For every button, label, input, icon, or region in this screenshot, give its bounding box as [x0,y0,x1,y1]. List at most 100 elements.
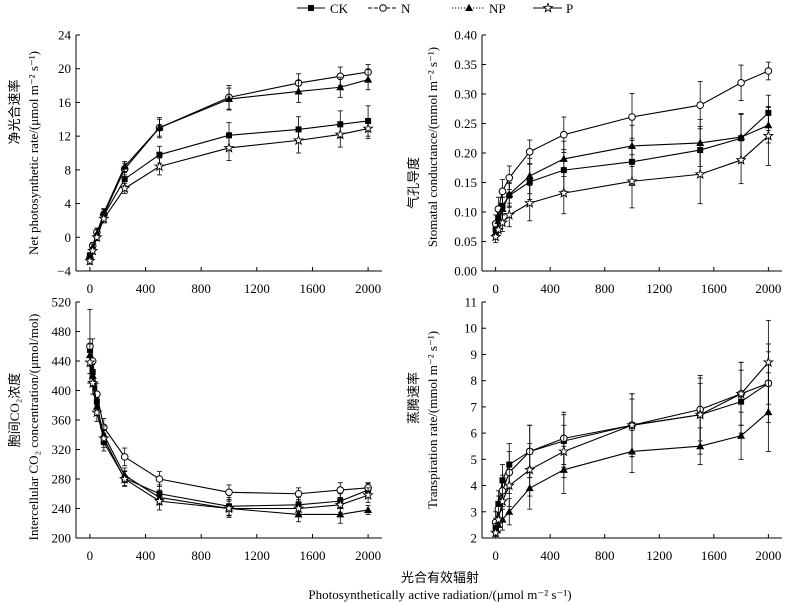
data-point-p [762,356,774,368]
y-tick-label: 9 [471,347,478,362]
x-tick-label: 0 [492,281,499,296]
data-point-np [225,94,233,103]
data-point-p [98,432,110,444]
series-line-n [495,70,769,224]
x-tick-label: 2000 [755,548,781,563]
data-point-p [87,377,99,388]
data-point-n [505,173,514,182]
y-tick-label: 4 [471,478,478,493]
y-tick-label: 0.30 [454,87,477,102]
data-point-p [119,473,131,484]
y-axis-title-cn: 气孔导度 [406,157,421,209]
x-tick-label: 800 [595,548,615,563]
legend-item-ck: CK [297,1,349,16]
x-tick-label: 400 [136,281,156,296]
data-point-p [91,231,103,243]
series-line-n [89,346,369,495]
data-point-np [364,505,373,513]
data-point-p [223,142,235,153]
data-point-p [362,122,374,134]
y-tick-label: 5 [471,452,478,467]
x-tick-label: 0 [87,548,94,563]
x-tick-label: 0 [492,548,499,563]
data-point-p [503,209,515,220]
net-photosynthetic-rate-chart: −4 0 4 8 12 16 20 24 0 400 800 1200 1600 2000 净光合速率 Net… [7,28,382,296]
stomatal-conductance-chart: 0.00 0.05 0.10 0.15 0.20 0.25 0.30 0.35 0.40 0 400… [406,28,782,296]
data-point-p [626,419,638,431]
x-axis-title-cn: 光合有效辐射 [401,570,479,585]
data-point-p [490,526,502,538]
x-tick-label: 1600 [701,548,727,563]
data-point-np [628,141,636,149]
legend-marker-np [465,3,473,11]
data-point-p [153,160,166,172]
y-tick-label: −4 [57,264,71,279]
series-line-np [89,355,369,515]
x-tick-label: 800 [191,548,211,563]
x-tick-label: 1200 [646,281,672,296]
data-point-p [524,197,536,208]
y-tick-label: 0.05 [454,234,477,249]
data-point-p [503,479,515,491]
y-tick-label: 360 [52,413,72,428]
data-point-np [525,171,534,180]
y-tick-label: 0.25 [454,116,477,131]
data-point-p [694,408,706,420]
series-n [86,308,372,501]
data-point-np [336,510,345,518]
legend-label-ck: CK [330,1,349,16]
data-point-np [505,507,514,515]
legend-item-p: P [533,1,573,16]
data-point-p [735,387,747,399]
y-tick-label: 0.20 [454,146,477,161]
data-point-n [225,488,233,497]
x-tick-label: 2000 [755,281,781,296]
legend-marker-ck [308,5,314,11]
data-point-np [294,87,303,95]
data-point-n [120,453,129,461]
data-point-ck [156,151,163,158]
y-tick-label: 200 [52,531,72,546]
y-tick-label: 0.10 [454,205,477,220]
data-point-n [294,489,303,498]
series-line-p [89,362,369,510]
y-tick-label: 0 [65,230,72,245]
data-point-n [560,130,568,139]
data-point-n [525,148,534,156]
data-point-p [496,216,509,228]
data-point-p [84,254,96,266]
transpiration-rate-chart: 2 3 4 5 6 7 8 9 10 11 0 400 800 1200 1600 2000 蒸腾速率 Trans… [406,295,782,563]
legend: CK N NP P [297,1,573,16]
legend-marker-n [379,4,387,12]
data-point-p [626,175,638,187]
y-axis-title-cn: 蒸腾速率 [406,372,421,424]
y-tick-label: 0.15 [454,175,477,190]
x-tick-label: 400 [136,548,156,563]
x-tick-label: 1200 [244,548,270,563]
series-p [84,118,374,266]
data-point-n [498,187,507,196]
x-tick-label: 800 [595,281,615,296]
y-tick-label: 3 [471,504,478,519]
legend-item-np: NP [452,1,506,16]
data-point-np [505,190,514,198]
y-axis-title-en: Net photosynthetic rate/(μmol m⁻² s⁻¹) [26,51,41,255]
legend-label-n: N [401,1,411,16]
y-tick-label: 10 [464,321,477,336]
data-point-p [362,489,374,501]
y-tick-label: 440 [52,354,72,369]
data-point-ck [121,176,128,183]
legend-label-np: NP [489,1,506,16]
intercellular-co2-chart: 200 240 280 320 360 400 440 480 520 0 400 800 1200 16… [7,295,382,563]
y-tick-label: 24 [58,28,72,43]
data-point-np [559,154,568,162]
data-point-p [98,212,110,224]
y-axis-title-en: Transpiration rate/(mmol m⁻² s⁻¹) [425,331,440,509]
data-point-p [496,495,509,507]
y-tick-label: 8 [471,373,478,388]
x-tick-label: 1200 [244,281,270,296]
y-tick-label: 11 [464,295,477,310]
data-point-np [498,204,507,213]
series-n [491,61,773,234]
